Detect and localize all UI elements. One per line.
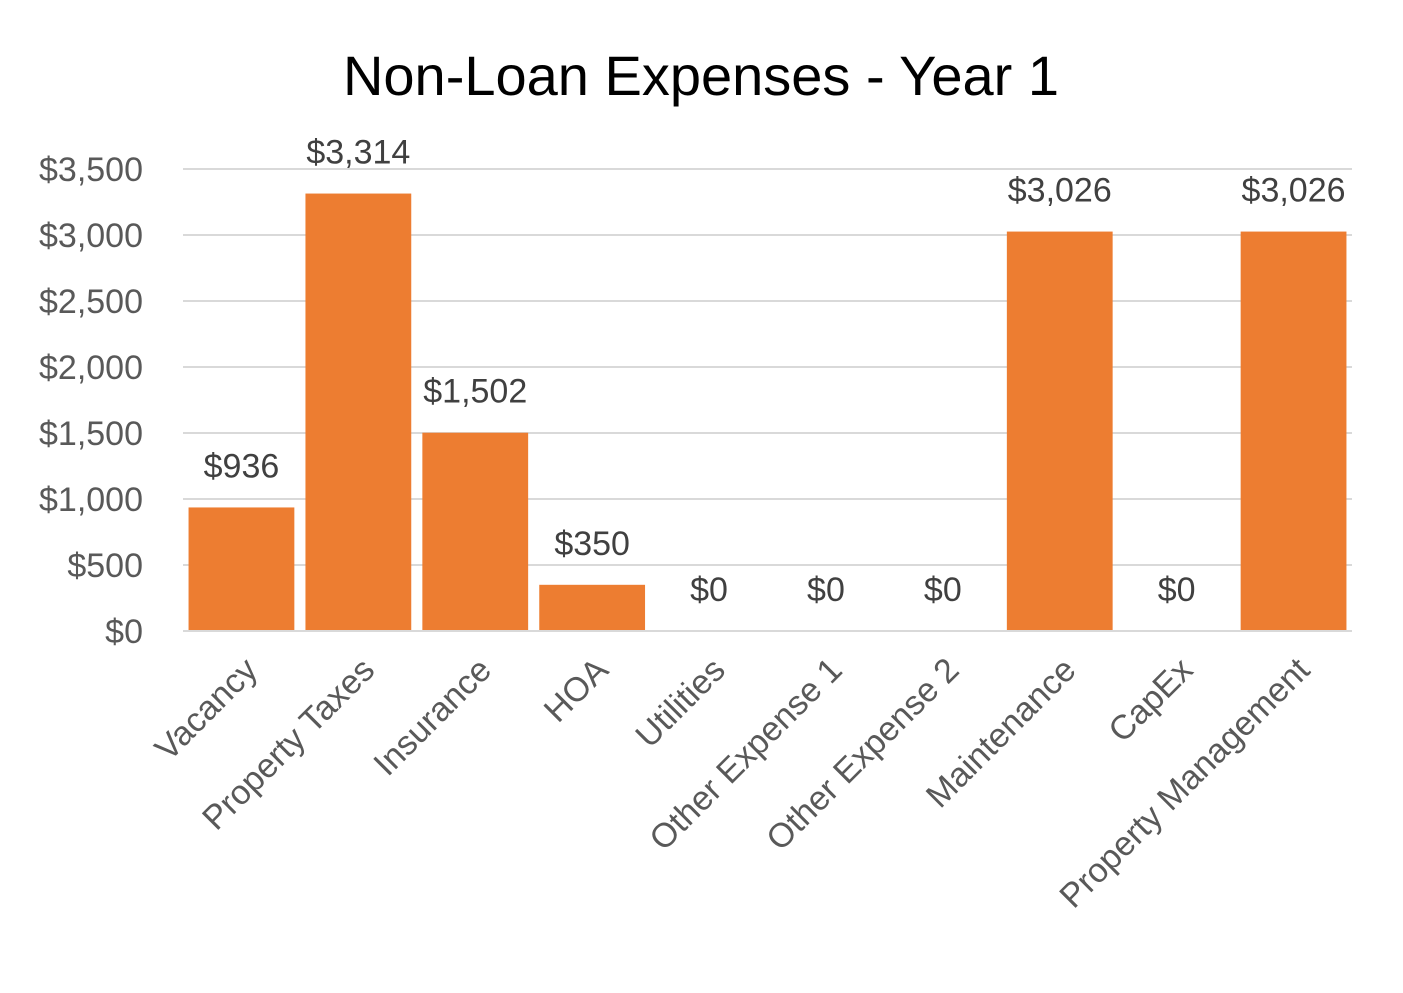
y-axis-tick-labels: $0 $500 $1,000 $1,500 $2,000 $2,500 $3,000 $3,5…: [39, 151, 143, 651]
bar: [1240, 231, 1347, 631]
data-label: $0: [690, 571, 728, 609]
x-tick-label: CapEx: [1101, 651, 1200, 750]
bar: [422, 432, 529, 631]
x-tick-label: HOA: [537, 651, 616, 730]
y-tick-label: $1,000: [39, 481, 143, 519]
data-label: $3,026: [1242, 172, 1346, 210]
data-label: $350: [554, 525, 630, 563]
bars: [188, 193, 1347, 631]
x-tick-label: Utilities: [628, 651, 732, 755]
data-labels: $936 $3,314 $1,502 $350 $0 $0 $0 $3,026 $0 $3,026: [204, 134, 1346, 609]
y-tick-label: $500: [67, 547, 143, 585]
y-tick-label: $2,000: [39, 349, 143, 387]
data-label: $0: [807, 571, 845, 609]
y-tick-label: $0: [105, 613, 143, 651]
bar: [539, 584, 646, 631]
bar: [305, 193, 412, 631]
data-label: $1,502: [423, 373, 527, 411]
chart-title: Non-Loan Expenses - Year 1: [343, 44, 1059, 107]
data-label: $936: [204, 447, 280, 485]
y-tick-label: $1,500: [39, 415, 143, 453]
data-label: $0: [1158, 571, 1196, 609]
y-tick-label: $3,500: [39, 151, 143, 189]
x-tick-label: Insurance: [366, 651, 498, 783]
data-label: $0: [924, 571, 962, 609]
bar: [1006, 231, 1113, 631]
data-label: $3,026: [1008, 172, 1112, 210]
y-tick-label: $2,500: [39, 283, 143, 321]
x-tick-label: Vacancy: [148, 651, 265, 768]
y-tick-label: $3,000: [39, 217, 143, 255]
data-label: $3,314: [306, 134, 410, 172]
bar: [188, 507, 295, 631]
